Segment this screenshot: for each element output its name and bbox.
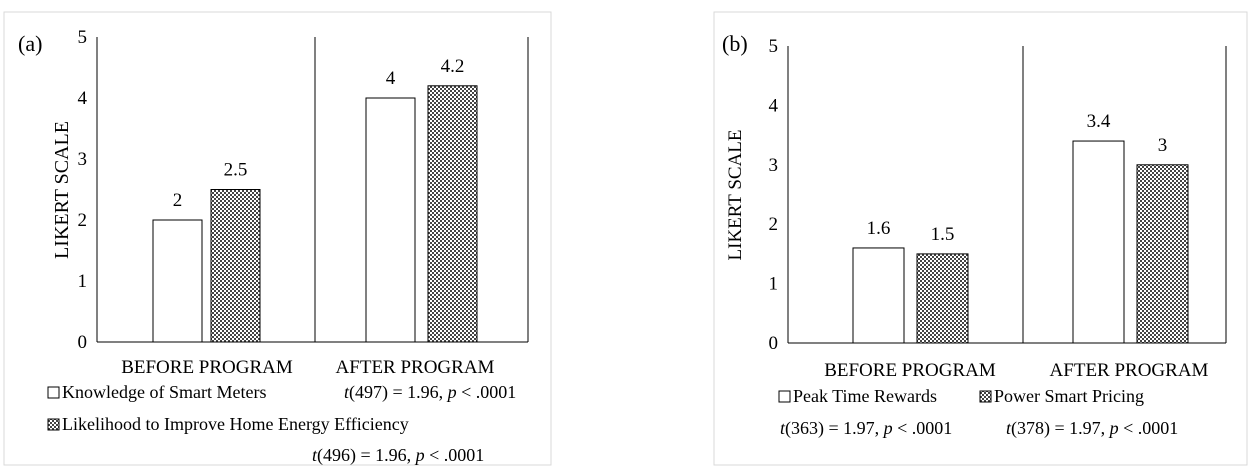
panel-a-stat-knowledge: t(497) = 1.96, p < .0001 bbox=[344, 382, 516, 403]
panel-a-bar bbox=[365, 97, 416, 343]
panel-b-label: (b) bbox=[722, 31, 748, 56]
panel-a-y-tick-label: 1 bbox=[78, 271, 88, 292]
panel-b-y-tick-label: 5 bbox=[769, 36, 779, 57]
panel-a-bar-value-label: 4 bbox=[386, 68, 396, 89]
panel-a-label: (a) bbox=[18, 31, 42, 56]
panel-a-category-before: BEFORE PROGRAM bbox=[121, 357, 293, 378]
legend-item-peak-time: Peak Time Rewards bbox=[778, 386, 937, 406]
panel-a-bar bbox=[427, 85, 478, 343]
legend-swatch-dots bbox=[47, 418, 60, 431]
panel-a-bar-value-label: 2.5 bbox=[224, 160, 248, 181]
legend-label-likelihood: Likelihood to Improve Home Energy Effici… bbox=[62, 414, 409, 434]
panel-a-bars: 2 2.5 4 4.2 bbox=[152, 56, 478, 343]
legend-item-likelihood: Likelihood to Improve Home Energy Effici… bbox=[47, 414, 409, 434]
panel-b-y-tick-label: 2 bbox=[769, 214, 779, 235]
legend-swatch-white bbox=[47, 386, 60, 399]
panel-b-bar bbox=[916, 253, 969, 344]
panel-a-bar bbox=[152, 219, 203, 343]
panel-a-y-tick-label: 0 bbox=[78, 332, 88, 353]
panel-b-stat-power-smart: t(378) = 1.97, p < .0001 bbox=[1006, 418, 1178, 439]
panel-a-y-tick-label: 4 bbox=[78, 88, 88, 109]
panel-b-y-axis-label: LIKERT SCALE bbox=[725, 130, 746, 261]
legend-label-peak-time: Peak Time Rewards bbox=[793, 386, 937, 406]
legend-item-power-smart: Power Smart Pricing bbox=[979, 386, 1144, 406]
panel-b-y-tick-label: 4 bbox=[769, 95, 779, 116]
panel-b-bar bbox=[1136, 164, 1189, 344]
panel-b: (b) LIKERT SCALE 0 1 2 3 4 5 1.6 1.5 3.4 3 BEFOR… bbox=[713, 11, 1248, 466]
panel-a: (a) LIKERT SCALE 0 1 2 3 4 5 2 2.5 4 4.2 BEFORE … bbox=[3, 11, 552, 466]
panel-a-y-tick-label: 3 bbox=[78, 149, 88, 170]
legend-swatch-dots bbox=[979, 390, 992, 403]
panel-b-bars: 1.6 1.5 3.4 3 bbox=[852, 111, 1189, 344]
panel-b-bar bbox=[852, 247, 905, 344]
panel-a-y-tick-label: 5 bbox=[78, 27, 88, 48]
panel-a-y-axis-label: LIKERT SCALE bbox=[51, 121, 73, 259]
panel-b-category-after: AFTER PROGRAM bbox=[1050, 360, 1209, 381]
legend-swatch-white bbox=[778, 390, 791, 403]
panel-b-bar-value-label: 3.4 bbox=[1087, 111, 1111, 132]
legend-item-knowledge: Knowledge of Smart Meters bbox=[47, 382, 266, 402]
legend-label-power-smart: Power Smart Pricing bbox=[994, 386, 1144, 406]
panel-b-bar bbox=[1072, 140, 1125, 344]
panel-a-frame bbox=[3, 11, 552, 466]
legend-label-knowledge: Knowledge of Smart Meters bbox=[62, 382, 266, 402]
panel-b-category-before: BEFORE PROGRAM bbox=[824, 360, 996, 381]
panel-b-bar-value-label: 1.6 bbox=[867, 218, 891, 239]
panel-b-stat-peak-time: t(363) = 1.97, p < .0001 bbox=[780, 418, 952, 439]
panel-b-y-tick-label: 1 bbox=[769, 274, 779, 295]
panel-a-category-after: AFTER PROGRAM bbox=[336, 357, 495, 378]
panel-b-bar-value-label: 1.5 bbox=[931, 224, 955, 245]
panel-b-frame bbox=[713, 11, 1248, 466]
panel-a-stat-likelihood: t(496) = 1.96, p < .0001 bbox=[312, 445, 484, 466]
panel-a-bar bbox=[210, 189, 261, 343]
panel-b-bar-value-label: 3 bbox=[1158, 135, 1168, 156]
panel-a-y-ticks: 0 1 2 3 4 5 bbox=[78, 27, 88, 353]
panel-b-y-tick-label: 0 bbox=[769, 333, 779, 354]
panel-a-y-tick-label: 2 bbox=[78, 210, 88, 231]
panel-a-bar-value-label: 4.2 bbox=[441, 56, 465, 77]
panel-a-bar-value-label: 2 bbox=[173, 190, 183, 211]
panel-b-y-tick-label: 3 bbox=[769, 155, 779, 176]
panel-b-y-ticks: 0 1 2 3 4 5 bbox=[769, 36, 779, 354]
